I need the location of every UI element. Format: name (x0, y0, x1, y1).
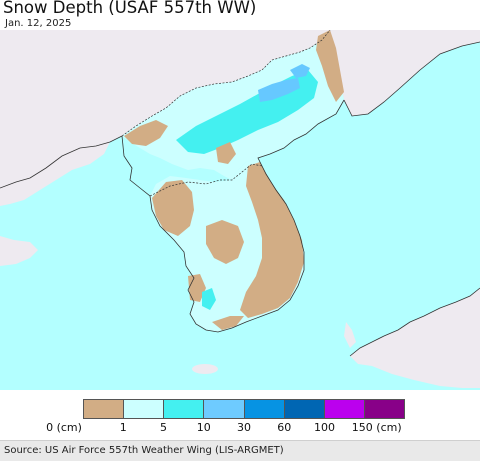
legend-tick-label: 100 (314, 421, 335, 434)
bare-ground-northeast-coast (316, 30, 344, 102)
bare-ground-south-coast (212, 316, 244, 330)
bare-ground-gyeonggi (152, 180, 194, 236)
legend-swatch (84, 400, 125, 418)
russia-landmass (330, 30, 480, 116)
korea-coastline (121, 99, 345, 333)
map-svg (0, 30, 480, 390)
legend-tick-label: 60 (277, 421, 292, 434)
china-landmass (0, 30, 330, 188)
snow-depth-map (0, 30, 480, 390)
russia-coastline (343, 41, 480, 117)
map-title: Snow Depth (USAF 557th WW) (3, 0, 257, 17)
legend-bar (83, 399, 405, 419)
legend-swatch (364, 400, 404, 418)
legend-swatch (164, 400, 205, 418)
tsushima-island (344, 322, 356, 348)
legend-swatch (204, 400, 245, 418)
snow-heavy-north (258, 78, 300, 102)
bare-ground-northwest (124, 120, 168, 146)
legend-swatch (324, 400, 365, 418)
legend-swatch (284, 400, 325, 418)
snow-heavy-northeast (290, 64, 310, 78)
legend-tick-label: 30 (237, 421, 251, 434)
legend-swatch (244, 400, 285, 418)
china-korea-border (121, 30, 331, 137)
map-date: Jan. 12, 2025 (5, 18, 72, 29)
liaodong-peninsula (0, 142, 110, 206)
legend-tick-label: 10 (196, 421, 211, 434)
bare-ground-east (240, 162, 304, 318)
dmz-border (149, 163, 263, 197)
bare-ground-central (206, 220, 244, 264)
source-text: Source: US Air Force 557th Weather Wing … (4, 445, 284, 456)
legend-swatch (124, 400, 165, 418)
footer-bar: Source: US Air Force 557th Weather Wing … (0, 440, 480, 461)
japan-coastline (349, 287, 480, 357)
legend-tick-label: 5 (160, 421, 167, 434)
legend-tick-label: 0 (cm) (46, 421, 82, 434)
legend-tick-label: 1 (119, 421, 127, 434)
legend-tick-label: 150 (cm) (351, 421, 402, 434)
snow-mid-southwest (202, 288, 216, 310)
japan-landmass (350, 288, 480, 388)
bare-ground-east-coast-north (216, 142, 236, 164)
jeju-island (192, 364, 218, 374)
china-coastline (0, 135, 123, 189)
shandong-landmass (0, 236, 38, 266)
